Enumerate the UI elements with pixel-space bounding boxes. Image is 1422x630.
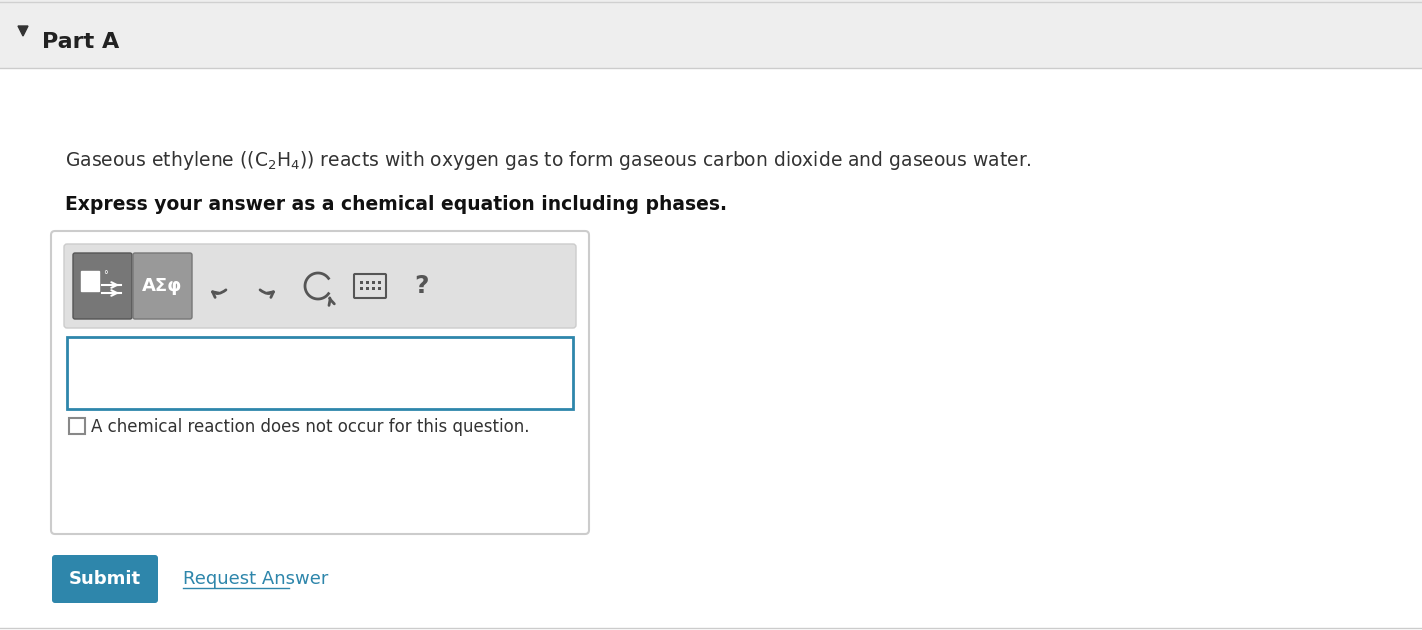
Bar: [0, 68, 1422, 630]
FancyBboxPatch shape: [0, 0, 1422, 68]
FancyBboxPatch shape: [51, 231, 589, 534]
Bar: [377, 287, 381, 290]
Text: A chemical reaction does not occur for this question.: A chemical reaction does not occur for t…: [91, 418, 529, 436]
Text: AΣφ: AΣφ: [142, 277, 182, 295]
Bar: [365, 280, 368, 284]
Bar: [70, 418, 85, 434]
Bar: [360, 280, 363, 284]
Polygon shape: [18, 26, 28, 36]
Bar: [360, 287, 363, 290]
FancyBboxPatch shape: [67, 337, 573, 409]
FancyBboxPatch shape: [73, 253, 132, 319]
Text: ?: ?: [415, 274, 429, 298]
FancyBboxPatch shape: [64, 244, 576, 328]
Bar: [365, 287, 368, 290]
Text: Request Answer: Request Answer: [183, 570, 328, 588]
Text: Express your answer as a chemical equation including phases.: Express your answer as a chemical equati…: [65, 195, 727, 214]
Text: Submit: Submit: [68, 570, 141, 588]
Bar: [371, 280, 374, 284]
FancyBboxPatch shape: [53, 555, 158, 603]
Bar: [377, 280, 381, 284]
FancyBboxPatch shape: [134, 253, 192, 319]
Text: Part A: Part A: [43, 32, 119, 52]
Text: Gaseous ethylene ($\mathrm{(C_2H_4)}$) reacts with oxygen gas to form gaseous ca: Gaseous ethylene ($\mathrm{(C_2H_4)}$) r…: [65, 149, 1032, 171]
Bar: [81, 271, 100, 291]
Bar: [371, 287, 374, 290]
Text: °: °: [102, 270, 108, 280]
